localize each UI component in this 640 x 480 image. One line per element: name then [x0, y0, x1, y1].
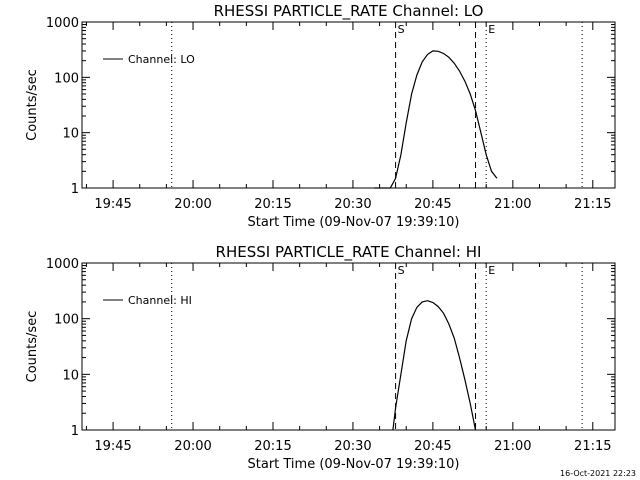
- x-tick-label: 20:30: [334, 197, 371, 212]
- chart-title: RHESSI PARTICLE_RATE Channel: LO: [214, 2, 484, 21]
- chart-title: RHESSI PARTICLE_RATE Channel: HI: [216, 243, 482, 262]
- x-tick-label: 21:15: [574, 197, 611, 212]
- x-tick-label: 20:30: [334, 439, 371, 454]
- x-tick-label: 20:00: [174, 439, 211, 454]
- x-tick-label: 20:00: [174, 197, 211, 212]
- timestamp-label: 16-Oct-2021 22:23: [560, 469, 636, 478]
- y-tick-label: 1000: [46, 257, 79, 272]
- x-tick-label: 20:15: [254, 197, 291, 212]
- x-tick-label: 21:15: [574, 439, 611, 454]
- x-tick-label: 21:00: [494, 197, 531, 212]
- panel-lo: RHESSI PARTICLE_RATE Channel: LO Counts/s…: [25, 2, 616, 230]
- x-tick-label: 21:00: [494, 439, 531, 454]
- series-line: [392, 300, 477, 431]
- marker-label: E: [488, 23, 495, 36]
- y-tick-label: 1: [71, 182, 79, 197]
- y-tick-label: 10: [62, 368, 79, 383]
- x-tick-label: 19:45: [94, 197, 131, 212]
- x-tick-label: 20:45: [414, 197, 451, 212]
- x-tick-label: 20:15: [254, 439, 291, 454]
- legend-label: Channel: HI: [128, 294, 192, 307]
- y-tick-label: 100: [54, 71, 79, 86]
- y-tick-label: 1000: [46, 16, 79, 31]
- marker-label: S: [398, 264, 405, 277]
- plot-frame: [81, 21, 616, 189]
- x-axis-label: Start Time (09-Nov-07 19:39:10): [248, 457, 460, 472]
- plot-frame: [81, 262, 616, 431]
- series-line: [374, 50, 498, 189]
- y-tick-label: 10: [62, 127, 79, 142]
- panel-hi: RHESSI PARTICLE_RATE Channel: HI Counts/s…: [25, 243, 616, 472]
- x-axis-label: Start Time (09-Nov-07 19:39:10): [248, 215, 460, 230]
- marker-label: E: [488, 264, 495, 277]
- y-tick-label: 1: [71, 424, 79, 439]
- legend-label: Channel: LO: [128, 53, 195, 66]
- y-tick-label: 100: [54, 313, 79, 328]
- x-tick-label: 19:45: [94, 439, 131, 454]
- marker-label: S: [398, 23, 405, 36]
- y-axis-label: Counts/sec: [25, 311, 40, 383]
- x-tick-label: 20:45: [414, 439, 451, 454]
- y-axis-label: Counts/sec: [25, 69, 40, 141]
